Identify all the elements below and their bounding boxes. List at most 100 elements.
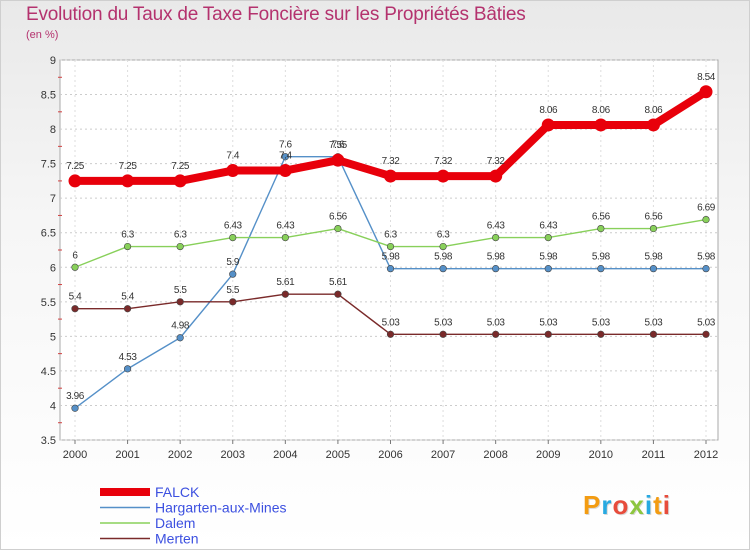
- data-label-falck: 8.06: [592, 105, 611, 116]
- data-label-merten: 5.4: [121, 292, 135, 303]
- data-label-dalem: 6.56: [592, 212, 611, 223]
- y-tick-label: 7.5: [41, 159, 56, 171]
- data-label-dalem: 6.3: [121, 230, 135, 241]
- y-tick-label: 4.5: [41, 366, 56, 378]
- data-point-dalem: [597, 224, 605, 233]
- data-label-hargarten-aux-mines: 5.98: [539, 252, 558, 263]
- logo-letter: P: [583, 490, 602, 520]
- data-point-falck: [278, 164, 292, 178]
- x-tick-label: 2007: [431, 449, 455, 461]
- logo-letter: t: [653, 490, 663, 520]
- data-point-hargarten-aux-mines: [386, 265, 395, 273]
- x-tick-label: 2003: [221, 449, 245, 461]
- data-label-merten: 5.5: [226, 285, 240, 296]
- data-label-falck: 8.06: [539, 105, 558, 116]
- data-point-hargarten-aux-mines: [176, 334, 184, 342]
- chart-title: Evolution du Taux de Taxe Foncière sur l…: [26, 4, 526, 25]
- data-point-dalem: [71, 263, 79, 271]
- data-label-hargarten-aux-mines: 5.98: [644, 252, 663, 263]
- data-point-falck: [489, 169, 503, 183]
- data-point-dalem: [281, 233, 289, 242]
- x-tick-label: 2012: [694, 449, 718, 461]
- data-point-hargarten-aux-mines: [123, 365, 132, 373]
- data-label-merten: 5.4: [69, 292, 83, 303]
- data-label-falck: 7.4: [279, 151, 293, 162]
- data-label-merten: 5.61: [276, 277, 295, 288]
- data-label-dalem: 6: [72, 250, 78, 261]
- y-tick-label: 5: [50, 331, 56, 343]
- data-point-dalem: [123, 242, 132, 251]
- logo-letter: i: [662, 490, 671, 520]
- data-point-falck: [384, 169, 397, 183]
- data-point-falck: [121, 174, 135, 188]
- y-tick-label: 6.5: [41, 228, 56, 240]
- data-point-hargarten-aux-mines: [702, 265, 710, 273]
- legend-label: Hargarten-aux-Mines: [155, 500, 287, 516]
- data-point-dalem: [439, 242, 447, 251]
- legend-label: FALCK: [155, 484, 200, 500]
- data-label-falck: 7.4: [226, 151, 240, 162]
- data-point-dalem: [229, 233, 237, 242]
- data-point-merten: [229, 298, 237, 306]
- y-tick-label: 8.5: [41, 90, 56, 102]
- data-point-merten: [649, 330, 658, 338]
- y-tick-label: 4: [50, 400, 56, 412]
- data-point-hargarten-aux-mines: [649, 265, 658, 273]
- x-tick-label: 2004: [273, 449, 297, 461]
- data-label-merten: 5.61: [329, 277, 348, 288]
- data-point-merten: [702, 330, 710, 338]
- plot-area: [59, 59, 719, 441]
- x-tick-label: 2008: [483, 449, 507, 461]
- data-point-dalem: [649, 224, 658, 233]
- x-tick-label: 2006: [378, 449, 402, 461]
- legend-label: Merten: [155, 531, 199, 547]
- x-tick-label: 2000: [63, 449, 87, 461]
- data-point-hargarten-aux-mines: [229, 270, 237, 278]
- data-label-dalem: 6.43: [224, 221, 243, 232]
- data-point-merten: [439, 330, 447, 338]
- x-tick-label: 2009: [536, 449, 560, 461]
- data-label-merten: 5.03: [697, 317, 716, 328]
- data-point-falck: [594, 118, 608, 132]
- data-point-merten: [334, 290, 342, 298]
- data-label-dalem: 6.43: [539, 221, 558, 232]
- y-tick-label: 9: [50, 55, 56, 67]
- data-label-hargarten-aux-mines: 5.98: [697, 252, 716, 263]
- data-label-merten: 5.03: [644, 317, 663, 328]
- data-point-hargarten-aux-mines: [281, 153, 289, 161]
- data-point-hargarten-aux-mines: [439, 265, 447, 273]
- y-tick-label: 5.5: [41, 297, 56, 309]
- x-tick-label: 2002: [168, 449, 192, 461]
- x-tick-label: 2010: [589, 449, 613, 461]
- data-label-layer: 7.25 7.25 7.25 7.4 7.4 7.55 7.32 7.32 7.32 8.06 8.…: [66, 72, 716, 402]
- data-point-merten: [492, 330, 500, 338]
- data-point-merten: [597, 330, 605, 338]
- data-point-hargarten-aux-mines: [71, 404, 79, 412]
- data-point-merten: [544, 330, 552, 338]
- data-point-falck: [68, 174, 82, 188]
- logo-letter: x: [629, 490, 645, 520]
- logo-letter: r: [601, 490, 613, 520]
- data-point-falck: [699, 85, 713, 99]
- data-point-falck: [646, 118, 660, 132]
- data-label-dalem: 6.69: [697, 203, 716, 214]
- series-layer: [68, 85, 713, 412]
- data-label-falck: 7.25: [119, 161, 138, 172]
- data-point-dalem: [386, 242, 395, 251]
- data-label-dalem: 6.3: [437, 230, 451, 241]
- data-point-falck: [541, 118, 555, 132]
- x-tick-label: 2005: [326, 449, 350, 461]
- data-point-merten: [281, 290, 289, 298]
- data-label-merten: 5.5: [174, 285, 188, 296]
- y-tick-label: 8: [50, 124, 56, 136]
- data-label-hargarten-aux-mines: 7.6: [332, 140, 346, 151]
- x-tick-label: 2001: [115, 449, 139, 461]
- data-point-dalem: [492, 233, 500, 242]
- data-point-merten: [71, 305, 79, 313]
- data-label-hargarten-aux-mines: 3.96: [66, 391, 85, 402]
- logo-letter: o: [612, 490, 630, 520]
- axis-layer: 3.5 4 4.5 5 5.5 6 6.5 7 7.5 8 8.5 9 2000 2001 2002 2003…: [41, 55, 719, 461]
- data-label-hargarten-aux-mines: 5.98: [382, 252, 401, 263]
- data-label-merten: 5.03: [592, 317, 611, 328]
- data-label-hargarten-aux-mines: 5.98: [487, 252, 506, 263]
